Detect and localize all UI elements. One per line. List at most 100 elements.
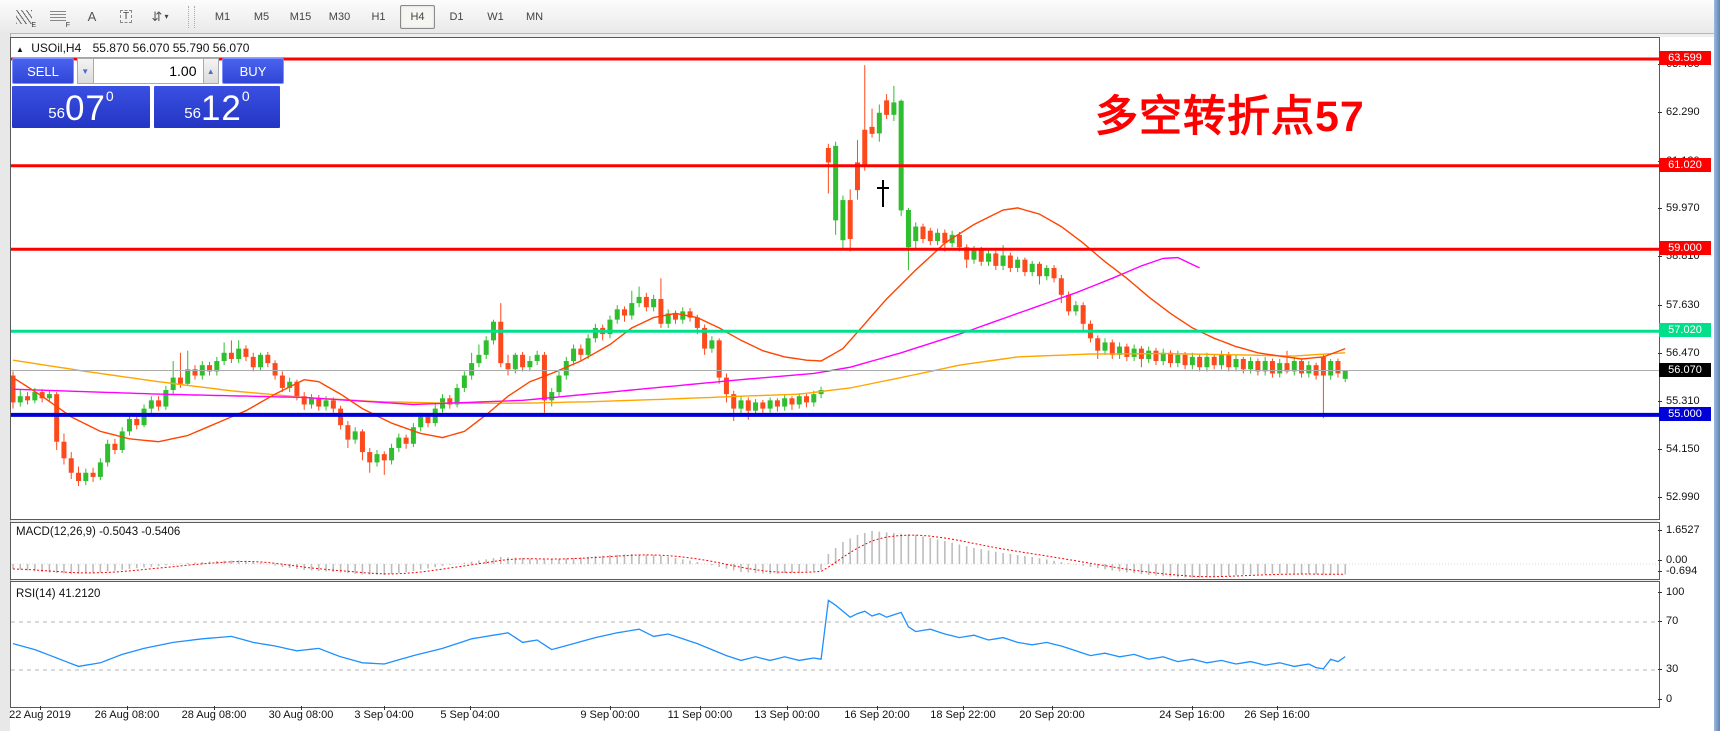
timeframe-button-M15[interactable]: M15 <box>289 10 312 23</box>
collapse-panel-icon[interactable]: ▲ <box>16 45 24 54</box>
buy-price-point: 0 <box>241 88 250 104</box>
candle-body <box>1240 358 1246 370</box>
candle-body <box>1066 294 1072 312</box>
candle-body <box>665 313 671 324</box>
candle-body <box>163 389 169 407</box>
candle-body <box>345 425 351 440</box>
chart-text-annotation[interactable]: 多空转折点57 <box>1095 93 1365 141</box>
candle-body <box>258 354 264 368</box>
candle-body <box>753 402 759 411</box>
timeframe-button-M5[interactable]: M5 <box>253 10 270 23</box>
candle-body <box>498 321 504 364</box>
candle-body <box>236 348 242 359</box>
toolbar: E F A T ⇵ ▾ M1 M5 M15 M30 H1 H4 D1 W1 MN <box>0 0 1720 34</box>
candle-body <box>1015 259 1021 268</box>
macd-tick-label: 0.00 <box>1666 554 1688 566</box>
volume-increase-button[interactable]: ▲ <box>202 58 220 84</box>
arrows-dropdown-icon[interactable]: ⇵ ▾ <box>151 8 169 24</box>
candle-body <box>389 447 395 461</box>
sell-price-point: 0 <box>105 88 114 104</box>
timeframe-button-M1[interactable]: M1 <box>214 10 231 23</box>
candle-body <box>505 363 511 370</box>
price-axis-column[interactable] <box>1658 37 1714 731</box>
candle-body <box>185 369 191 384</box>
candle-body <box>956 234 962 248</box>
candle-body <box>971 249 977 260</box>
candle-body <box>563 361 569 376</box>
axis-tick <box>1658 353 1662 354</box>
candle-body <box>789 398 795 405</box>
crayon-tool-icon[interactable]: E <box>10 4 38 30</box>
sell-price-major: 56 <box>48 105 65 122</box>
candle-body <box>549 392 555 401</box>
candle-body <box>425 416 431 424</box>
buy-price-display[interactable]: 56 12 0 <box>154 86 280 128</box>
sell-price-pips: 07 <box>64 89 106 128</box>
candle-body <box>367 452 373 463</box>
time-axis-strip[interactable] <box>10 706 1658 731</box>
candle-body <box>534 354 540 362</box>
text-label-icon[interactable]: A <box>87 9 97 24</box>
text-box-icon[interactable]: T <box>112 4 140 30</box>
candle-body <box>614 309 620 320</box>
volume-decrease-button[interactable]: ▼ <box>76 58 94 84</box>
candle-body <box>134 418 140 426</box>
candle-body <box>76 472 82 482</box>
sell-button[interactable]: SELL <box>12 58 74 84</box>
price-badge-61.020: 61.020 <box>1659 158 1711 172</box>
candle-body <box>1335 361 1341 374</box>
macd-chart[interactable] <box>11 523 1659 579</box>
candle-body <box>1182 354 1188 366</box>
candle-body <box>316 398 322 407</box>
candlestick-chart[interactable] <box>11 38 1659 519</box>
rsi-tick-label: 0 <box>1666 693 1673 705</box>
buy-button[interactable]: BUY <box>222 58 284 84</box>
candle-body <box>920 226 926 239</box>
candle-body <box>83 472 89 482</box>
axis-tick <box>1658 571 1662 572</box>
candle-body <box>898 100 904 211</box>
timeframe-button-H1[interactable]: H1 <box>371 10 386 23</box>
timeframe-buttons-group: M1 M5 M15 M30 H1 H4 D1 W1 MN <box>203 4 554 29</box>
candle-body <box>1007 255 1013 268</box>
candle-body <box>1146 350 1152 359</box>
timeframe-button-W1[interactable]: W1 <box>487 10 504 23</box>
main-chart-panel[interactable] <box>10 37 1660 520</box>
candle-body <box>512 354 518 370</box>
candle-body <box>1051 267 1057 279</box>
candle-body <box>1277 363 1283 374</box>
rsi-chart[interactable] <box>11 582 1659 707</box>
volume-input[interactable] <box>93 58 203 84</box>
candle-body <box>1095 338 1101 351</box>
candle-body <box>1328 361 1334 376</box>
candle-body <box>192 369 198 376</box>
candle-body <box>1233 358 1239 368</box>
candle-body <box>461 375 467 388</box>
candle-body <box>46 394 52 399</box>
candle-body <box>658 298 664 324</box>
rsi-panel[interactable] <box>10 581 1660 708</box>
macd-panel[interactable] <box>10 522 1660 580</box>
candle-body <box>17 396 23 403</box>
fibonacci-tool-icon[interactable]: F <box>44 4 72 30</box>
timeframe-button-D1[interactable]: D1 <box>449 10 464 23</box>
candle-body <box>39 392 45 399</box>
timeframe-button-H4[interactable]: H4 <box>400 4 435 29</box>
candle-body <box>1204 356 1210 368</box>
axis-tick <box>1658 449 1662 450</box>
candle-body <box>527 361 533 368</box>
candle-body <box>1058 278 1064 295</box>
candle-body <box>374 454 380 463</box>
timeframe-button-MN[interactable]: MN <box>525 10 544 23</box>
chevron-down-icon: ▾ <box>164 12 169 21</box>
candle-body <box>847 200 853 239</box>
candle-body <box>1342 370 1348 379</box>
candle-body <box>403 437 409 444</box>
candle-body <box>1153 350 1159 362</box>
candle-body <box>571 348 577 362</box>
candle-body <box>876 112 882 134</box>
candle-body <box>32 392 38 401</box>
candle-body <box>418 416 424 428</box>
sell-price-display[interactable]: 56 07 0 <box>12 86 150 128</box>
timeframe-button-M30[interactable]: M30 <box>328 10 351 23</box>
